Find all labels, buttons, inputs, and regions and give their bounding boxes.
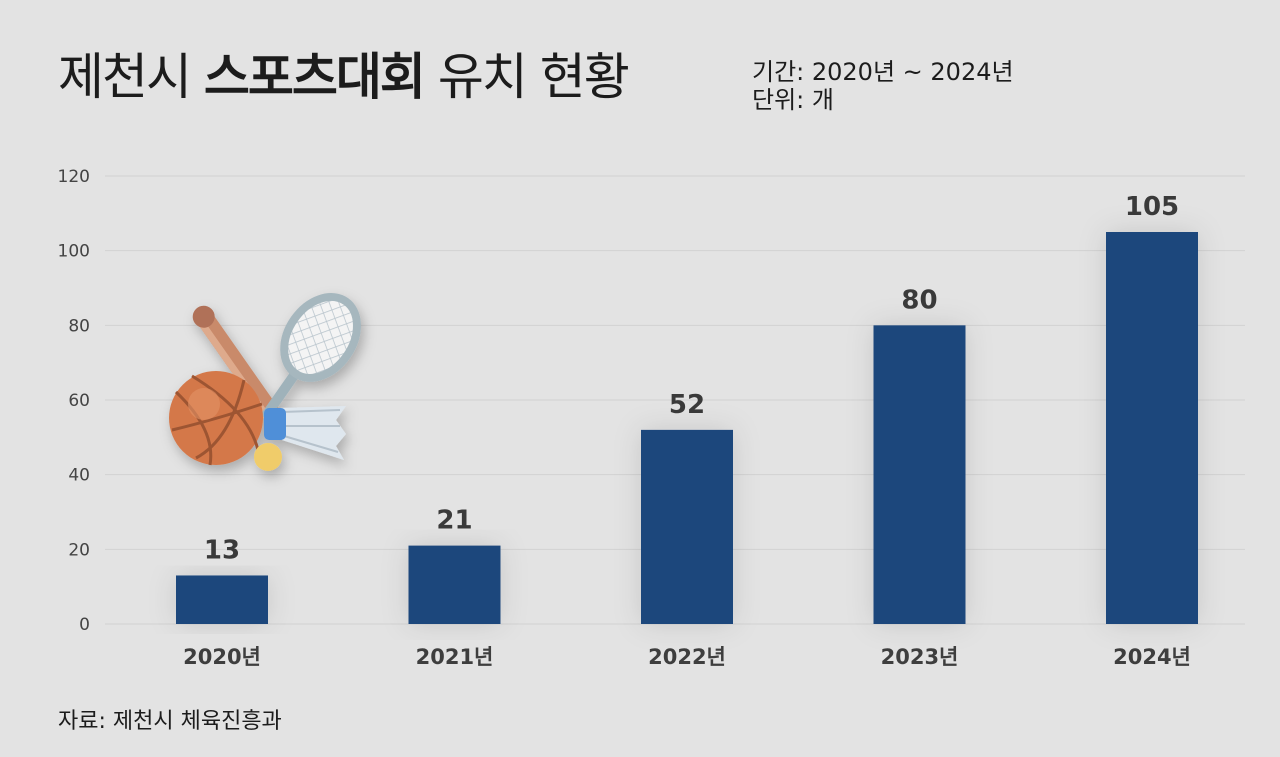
title-part-2: 유치 현황 <box>437 48 630 106</box>
category-label: 2023년 <box>881 645 959 669</box>
period-text: 기간: 2020년 ~ 2024년 <box>752 58 1014 86</box>
value-label: 52 <box>669 390 705 420</box>
page-title: 제천시 스포츠대회 유치 현황 <box>58 52 630 102</box>
y-tick-label: 100 <box>58 242 90 262</box>
bar-0 <box>176 575 268 624</box>
y-tick-label: 60 <box>68 391 90 411</box>
labels: 13 2020년 21 2021년 52 2022년 80 2023년 105 2024년 <box>183 192 1191 669</box>
category-label: 2020년 <box>183 645 261 669</box>
value-label: 21 <box>436 506 472 536</box>
category-label: 2024년 <box>1113 645 1191 669</box>
y-tick-label: 80 <box>68 316 90 336</box>
category-label: 2022년 <box>648 645 726 669</box>
bars <box>176 232 1198 624</box>
sports-equipment-icon <box>169 292 361 471</box>
bar-3 <box>873 325 966 624</box>
y-tick-label: 40 <box>68 466 90 486</box>
bar-1 <box>408 545 501 624</box>
y-axis: 0 20 40 60 80 100 120 <box>58 167 90 635</box>
title-bold: 스포츠대회 <box>203 48 426 106</box>
value-label: 80 <box>901 285 937 315</box>
value-label: 105 <box>1125 192 1179 222</box>
y-tick-label: 20 <box>68 540 90 560</box>
unit-text: 단위: 개 <box>752 86 834 114</box>
bar-4 <box>1106 232 1198 624</box>
value-label: 13 <box>204 535 240 565</box>
category-label: 2021년 <box>416 645 494 669</box>
bar-2 <box>641 429 733 624</box>
source-note: 자료: 제천시 체육진흥과 <box>58 709 282 734</box>
y-tick-label: 120 <box>58 167 90 187</box>
title-part-1: 제천시 <box>58 48 192 106</box>
chart-meta: 기간: 2020년 ~ 2024년 단위: 개 <box>752 58 1014 114</box>
y-tick-label: 0 <box>79 615 90 635</box>
